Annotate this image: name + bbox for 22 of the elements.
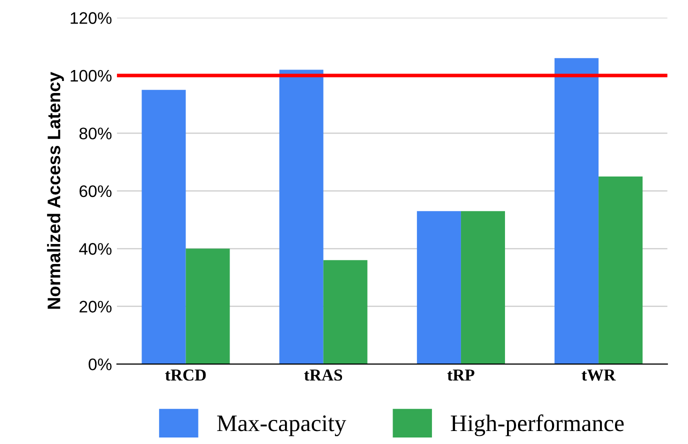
bar [460, 211, 505, 364]
y-tick-label: 120% [70, 12, 112, 24]
bar [142, 90, 186, 364]
x-tick-label: tRCD [165, 369, 206, 381]
y-tick-label: 0% [88, 358, 112, 370]
y-tick-label: 60% [80, 185, 112, 198]
x-tick-label: tRP [447, 370, 474, 381]
y-tick-label: 40% [79, 243, 112, 255]
x-tick-label: tRAS [304, 369, 342, 381]
legend-label: High-performance [450, 414, 624, 436]
bar [598, 176, 643, 364]
bar [554, 58, 599, 364]
bar [323, 260, 368, 364]
legend-label: Max-capacity [217, 415, 346, 436]
y-axis-title: Normalized Access Latency [47, 72, 64, 309]
y-tick-label: 80% [79, 128, 112, 140]
x-tick-label: tWR [582, 370, 616, 381]
y-tick-label: 100% [70, 70, 112, 82]
bar [279, 70, 324, 364]
bar [186, 248, 230, 364]
y-tick-label: 20% [80, 300, 112, 313]
bar [416, 211, 461, 364]
